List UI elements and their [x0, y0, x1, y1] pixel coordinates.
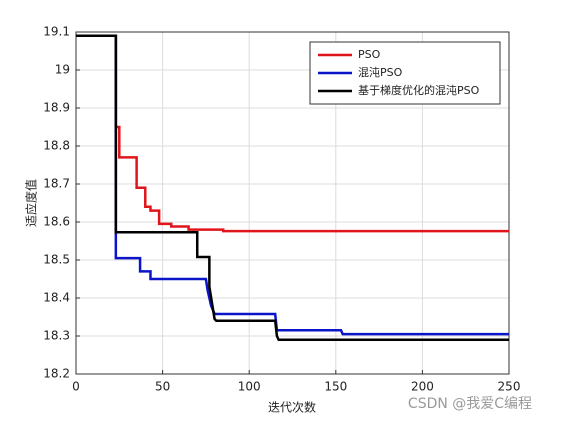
y-tick-label: 18.2	[43, 367, 70, 381]
y-tick-label: 18.8	[43, 139, 70, 153]
legend-label: PSO	[358, 48, 381, 61]
plot-frame	[75, 31, 510, 375]
y-tick-label: 18.6	[43, 215, 70, 229]
x-tick-label: 250	[498, 380, 521, 394]
legend-label: 基于梯度优化的混沌PSO	[358, 83, 480, 97]
y-tick-label: 19	[55, 63, 70, 77]
y-axis-label: 适应度值	[24, 179, 39, 227]
series-line	[76, 34, 509, 233]
y-tick-label: 18.3	[43, 329, 70, 343]
x-axis-label: 迭代次数	[268, 400, 316, 415]
x-tick-label: 100	[238, 380, 261, 394]
y-tick-label: 18.4	[43, 291, 70, 305]
x-tick-label: 150	[324, 380, 347, 394]
series-line	[76, 34, 509, 342]
x-tick-label: 50	[155, 380, 170, 394]
x-tick-label: 0	[72, 380, 80, 394]
series-line	[76, 34, 509, 336]
y-tick-label: 18.9	[43, 101, 70, 115]
x-tick-label: 200	[411, 380, 434, 394]
watermark: CSDN @我爱C编程	[408, 396, 532, 412]
y-tick-label: 19.1	[43, 25, 70, 39]
y-tick-label: 18.5	[43, 253, 70, 267]
legend-label: 混沌PSO	[358, 66, 403, 79]
y-tick-label: 18.7	[43, 177, 70, 191]
